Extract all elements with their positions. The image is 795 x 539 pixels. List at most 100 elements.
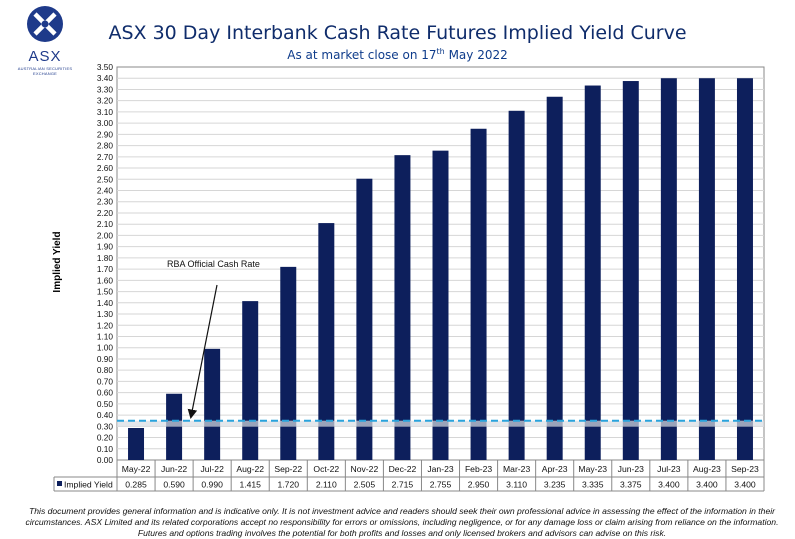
y-tick-label: 1.80 bbox=[97, 253, 114, 263]
x-tick-label: Apr-23 bbox=[542, 464, 568, 474]
y-tick-label: 2.30 bbox=[97, 197, 114, 207]
data-label: 3.110 bbox=[506, 480, 527, 490]
y-tick-label: 2.80 bbox=[97, 141, 114, 151]
data-label: 2.950 bbox=[468, 480, 490, 490]
y-tick-label: 0.70 bbox=[97, 376, 114, 386]
y-tick-label: 2.00 bbox=[97, 230, 114, 240]
y-tick-label: 1.10 bbox=[97, 331, 114, 341]
data-label: 3.400 bbox=[696, 480, 718, 490]
data-label: 0.590 bbox=[163, 480, 185, 490]
data-label: 2.715 bbox=[392, 480, 414, 490]
x-tick-label: Nov-22 bbox=[351, 464, 379, 474]
y-tick-label: 1.70 bbox=[97, 264, 114, 274]
bar bbox=[622, 81, 639, 461]
x-tick-label: Aug-22 bbox=[236, 464, 264, 474]
y-tick-label: 3.20 bbox=[97, 96, 114, 106]
asx-logo-subtext: AUSTRALIAN SECURITIES EXCHANGE bbox=[17, 66, 73, 76]
x-tick-label: Mar-23 bbox=[503, 464, 530, 474]
bar bbox=[166, 393, 183, 460]
bar bbox=[546, 96, 563, 461]
chart-subtitle: As at market close on 17th May 2022 bbox=[100, 47, 695, 62]
x-tick-label: Jul-22 bbox=[200, 464, 224, 474]
reference-line-arrow bbox=[187, 284, 218, 420]
data-label: 3.400 bbox=[734, 480, 756, 490]
data-label: 2.755 bbox=[430, 480, 452, 490]
data-label: 2.505 bbox=[354, 480, 376, 490]
asx-logo: ASX AUSTRALIAN SECURITIES EXCHANGE bbox=[8, 4, 82, 76]
y-tick-label: 3.50 bbox=[97, 62, 114, 72]
bar bbox=[356, 178, 373, 460]
x-tick-label: Oct-22 bbox=[313, 464, 339, 474]
x-tick-label: Jun-23 bbox=[618, 464, 644, 474]
y-tick-label: 2.70 bbox=[97, 152, 114, 162]
reference-line-shadow bbox=[117, 420, 764, 427]
subtitle-prefix: As at market close on 17 bbox=[287, 48, 437, 62]
y-tick-label: 3.40 bbox=[97, 73, 114, 83]
x-tick-label: Dec-22 bbox=[389, 464, 417, 474]
y-tick-label: 1.40 bbox=[97, 298, 114, 308]
x-tick-label: May-23 bbox=[578, 464, 607, 474]
bar bbox=[280, 266, 297, 460]
data-label: 0.990 bbox=[201, 480, 223, 490]
x-tick-label: Aug-23 bbox=[693, 464, 721, 474]
y-tick-label: 0.30 bbox=[97, 421, 114, 431]
data-label: 3.375 bbox=[620, 480, 642, 490]
bar bbox=[736, 78, 753, 460]
y-tick-label: 3.30 bbox=[97, 84, 114, 94]
data-label: 1.720 bbox=[278, 480, 300, 490]
bar bbox=[128, 427, 145, 460]
data-label: 2.110 bbox=[316, 480, 337, 490]
bar bbox=[242, 301, 259, 460]
x-tick-label: Jun-22 bbox=[161, 464, 187, 474]
asx-logo-mark bbox=[27, 6, 63, 42]
data-label: 3.335 bbox=[582, 480, 604, 490]
y-tick-label: 0.40 bbox=[97, 410, 114, 420]
bar bbox=[318, 223, 335, 460]
x-tick-label: Feb-23 bbox=[465, 464, 492, 474]
y-tick-label: 2.10 bbox=[97, 219, 114, 229]
x-tick-label: Sep-23 bbox=[731, 464, 759, 474]
y-tick-label: 0.10 bbox=[97, 444, 114, 454]
bars bbox=[128, 78, 753, 461]
y-tick-label: 1.00 bbox=[97, 343, 114, 353]
y-tick-label: 2.90 bbox=[97, 129, 114, 139]
y-tick-label: 2.50 bbox=[97, 174, 114, 184]
data-label: 3.400 bbox=[658, 480, 680, 490]
legend-swatch bbox=[57, 481, 62, 486]
reference-line-label: RBA Official Cash Rate bbox=[167, 259, 260, 269]
disclaimer-text: This document provides general informati… bbox=[25, 506, 779, 538]
data-label: 3.235 bbox=[544, 480, 566, 490]
y-tick-label: 1.90 bbox=[97, 242, 114, 252]
bar bbox=[660, 78, 677, 460]
y-tick-label: 0.20 bbox=[97, 433, 114, 443]
y-tick-label: 0.50 bbox=[97, 399, 114, 409]
y-tick-label: 2.40 bbox=[97, 186, 114, 196]
chart-title: ASX 30 Day Interbank Cash Rate Futures I… bbox=[108, 22, 687, 44]
y-tick-label: 2.20 bbox=[97, 208, 114, 218]
y-tick-label: 0.60 bbox=[97, 388, 114, 398]
asx-logo-text: ASX bbox=[28, 48, 62, 65]
y-tick-label: 3.10 bbox=[97, 107, 114, 117]
data-label: 1.415 bbox=[239, 480, 261, 490]
y-axis-ticks: 0.000.100.20 0.300.400.500.60 0.700.800.90… bbox=[97, 62, 114, 465]
subtitle-sup: th bbox=[436, 47, 445, 56]
data-label: 0.285 bbox=[125, 480, 147, 490]
subtitle-suffix: May 2022 bbox=[444, 48, 508, 62]
y-tick-label: 1.60 bbox=[97, 275, 114, 285]
reference-line-group: RBA Official Cash Rate bbox=[117, 259, 764, 427]
x-tick-label: May-22 bbox=[122, 464, 151, 474]
y-tick-label: 0.80 bbox=[97, 365, 114, 375]
x-tick-label: Jul-23 bbox=[657, 464, 681, 474]
y-tick-label: 1.30 bbox=[97, 309, 114, 319]
y-tick-label: 2.60 bbox=[97, 163, 114, 173]
x-tick-label: Sep-22 bbox=[274, 464, 302, 474]
y-tick-label: 1.50 bbox=[97, 287, 114, 297]
y-tick-label: 0.90 bbox=[97, 354, 114, 364]
x-tick-label: Jan-23 bbox=[427, 464, 453, 474]
y-tick-label: 0.00 bbox=[97, 455, 114, 465]
legend-series-name: Implied Yield bbox=[64, 480, 113, 490]
data-table: May-22 0.285 Jun-22 0.590 Jul-22 0.990 Aug-22 1… bbox=[53, 460, 765, 492]
y-tick-label: 1.20 bbox=[97, 320, 114, 330]
y-axis-label: Implied Yield bbox=[52, 231, 63, 292]
bar bbox=[508, 110, 525, 460]
